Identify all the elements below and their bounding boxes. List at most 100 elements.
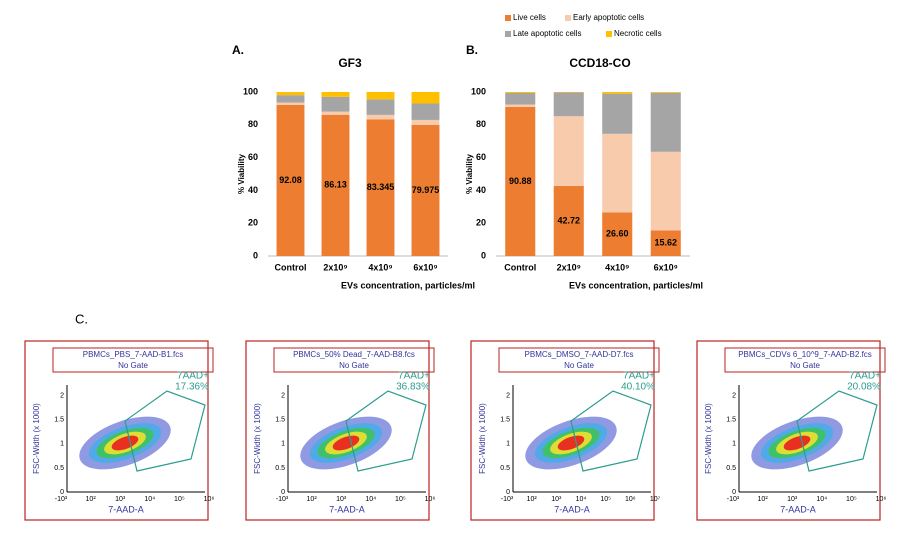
y-tick-label: 1 xyxy=(506,441,510,448)
y-tick-label: 20 xyxy=(476,218,486,228)
x-axis-label: EVs concentration, particles/ml xyxy=(341,280,475,290)
chart-title: CCD18-CO xyxy=(569,56,630,70)
y-tick-label: 0 xyxy=(481,250,486,260)
legend-label: Live cells xyxy=(513,13,546,22)
gate-name: No Gate xyxy=(564,361,594,370)
y-tick-label: 1.5 xyxy=(54,417,64,424)
x-tick-label: 6x10⁹ xyxy=(654,262,678,272)
y-tick-label: 60 xyxy=(248,152,258,162)
y-axis-label: FSC-Width (x 1000) xyxy=(32,403,41,474)
x-tick-label: 10² xyxy=(527,496,538,503)
y-axis-label: FSC-Width (x 1000) xyxy=(253,403,262,474)
x-tick-label: 10⁴ xyxy=(365,496,376,503)
x-tick-label: 4x10⁹ xyxy=(605,262,629,272)
bar-segment xyxy=(505,104,536,107)
data-label: 92.08 xyxy=(279,175,302,185)
x-axis-label: 7-AAD-A xyxy=(329,504,365,514)
gate-label: 7AAD+ xyxy=(398,371,430,382)
x-tick-label: 10³ xyxy=(115,496,126,503)
bar-segment xyxy=(276,102,305,105)
y-tick-label: 0.5 xyxy=(275,465,285,472)
panel-frame xyxy=(470,340,655,521)
panel-frame xyxy=(696,340,881,521)
y-tick-label: 1.5 xyxy=(726,417,736,424)
bar-segment xyxy=(411,103,440,120)
bar-segment xyxy=(650,92,681,93)
y-tick-label: 0.5 xyxy=(54,465,64,472)
y-tick-label: 0 xyxy=(253,250,258,260)
x-tick-label: 10³ xyxy=(336,496,347,503)
bar-segment xyxy=(276,92,305,96)
bar-segment xyxy=(411,119,440,125)
x-tick-label: 6x10⁹ xyxy=(413,262,437,272)
x-tick-label: 4x10⁹ xyxy=(368,262,392,272)
gate-percent: 17.36% xyxy=(175,382,209,393)
data-label: 42.72 xyxy=(557,215,580,225)
y-tick-label: 1.5 xyxy=(500,417,510,424)
gate xyxy=(796,390,878,472)
y-tick-label: 1 xyxy=(732,441,736,448)
x-tick-label: 10³ xyxy=(551,496,562,503)
y-tick-label: 2 xyxy=(60,393,64,400)
legend-swatch xyxy=(505,15,511,21)
data-label: 26.60 xyxy=(606,229,629,239)
legend-label: Late apoptotic cells xyxy=(513,29,582,38)
legend-label: Early apoptotic cells xyxy=(573,13,644,22)
y-tick-label: 0 xyxy=(60,489,64,496)
y-tick-label: 0.5 xyxy=(500,465,510,472)
x-tick-label: 10³ xyxy=(787,496,798,503)
bar-segment xyxy=(366,99,395,115)
y-tick-label: 0 xyxy=(732,489,736,496)
y-axis-label: % Viability xyxy=(237,154,246,194)
bar-segment xyxy=(411,92,440,104)
bar-segment xyxy=(602,212,633,256)
density xyxy=(557,435,585,451)
bar-segment xyxy=(553,116,584,186)
gate-name: No Gate xyxy=(118,361,148,370)
file-box xyxy=(498,347,660,373)
y-tick-label: 40 xyxy=(476,185,486,195)
section-label: C. xyxy=(75,311,88,326)
gate-name: No Gate xyxy=(339,361,369,370)
y-tick-label: 1 xyxy=(60,441,64,448)
panel-frame xyxy=(24,340,209,521)
x-axis-label: EVs concentration, particles/ml xyxy=(569,280,703,290)
x-tick-label: Control xyxy=(275,262,307,272)
x-axis-label: 7-AAD-A xyxy=(780,504,816,514)
density xyxy=(332,435,360,451)
bar-segment xyxy=(505,93,536,105)
y-tick-label: 0 xyxy=(506,489,510,496)
x-tick-label: 10⁶ xyxy=(204,496,215,503)
panel-frame xyxy=(245,340,430,521)
x-tick-label: -10³ xyxy=(727,496,740,503)
y-tick-label: 80 xyxy=(248,119,258,129)
x-tick-label: 10⁵ xyxy=(846,496,857,503)
file-name: PBMCs_50% Dead_7-AAD-B8.fcs xyxy=(293,350,415,359)
bar-segment xyxy=(321,111,350,115)
x-tick-label: 10⁵ xyxy=(174,496,185,503)
x-tick-label: -10³ xyxy=(55,496,68,503)
bar-segment xyxy=(650,151,681,231)
bar-segment xyxy=(321,114,350,257)
gate-percent: 36.83% xyxy=(396,382,430,393)
y-tick-label: 2 xyxy=(506,393,510,400)
bar-segment xyxy=(411,124,440,256)
x-axis-label: 7-AAD-A xyxy=(108,504,144,514)
y-tick-label: 40 xyxy=(248,185,258,195)
bar-segment xyxy=(602,133,633,213)
file-name: PBMCs_CDVs 6_10^9_7-AAD-B2.fcs xyxy=(738,350,872,359)
x-tick-label: 10⁵ xyxy=(600,496,611,503)
panel-label: A. xyxy=(232,43,244,57)
file-box xyxy=(724,347,886,373)
x-tick-label: 10² xyxy=(758,496,769,503)
file-name: PBMCs_PBS_7-AAD-B1.fcs xyxy=(83,350,183,359)
gate xyxy=(124,390,206,472)
bar-segment xyxy=(553,92,584,117)
x-tick-label: 10⁶ xyxy=(425,496,436,503)
panel-label: B. xyxy=(466,43,478,57)
bar-segment xyxy=(650,230,681,256)
data-label: 86.13 xyxy=(324,180,347,190)
gate-percent: 20.08% xyxy=(847,382,881,393)
y-axis-label: FSC-Width (x 1000) xyxy=(704,403,713,474)
gate-percent: 40.10% xyxy=(621,382,655,393)
